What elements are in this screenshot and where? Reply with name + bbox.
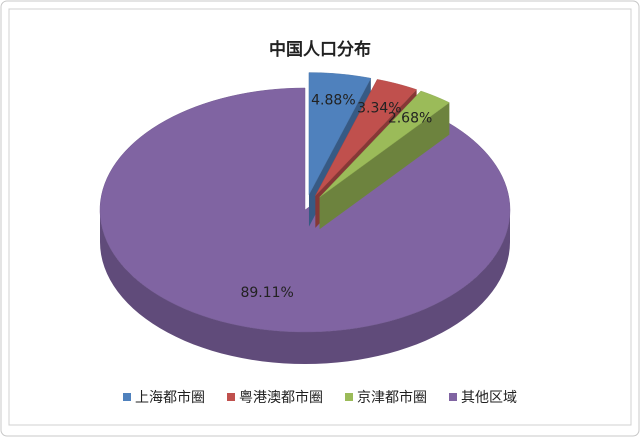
slice-top	[315, 79, 418, 196]
legend-swatch	[449, 393, 457, 401]
pie: 4.88% 3.34%2.68% 89.11%	[99, 72, 511, 364]
legend-swatch	[123, 393, 131, 401]
slice	[319, 90, 450, 230]
data-label: 2.68%	[388, 111, 432, 127]
legend-label: 上海都市圈	[135, 389, 205, 406]
chart-title: 中国人口分布	[269, 39, 371, 60]
legend-label: 其他区域	[461, 390, 517, 406]
data-label: 3.34%	[357, 100, 401, 116]
data-label: 89.11%	[240, 285, 293, 301]
legend: 上海都市圈 粤港澳都市圈 京津都市圈 其他区域	[123, 389, 517, 406]
slice-top	[308, 72, 372, 195]
slice-wall	[319, 102, 450, 230]
legend-label: 粤港澳都市圈	[239, 389, 323, 406]
slice-top	[319, 90, 450, 198]
legend-label: 京津都市圈	[357, 389, 427, 406]
slice-side	[100, 210, 510, 364]
legend-swatch	[345, 393, 353, 401]
legend-swatch	[227, 393, 235, 401]
data-label: 4.88%	[311, 93, 355, 109]
